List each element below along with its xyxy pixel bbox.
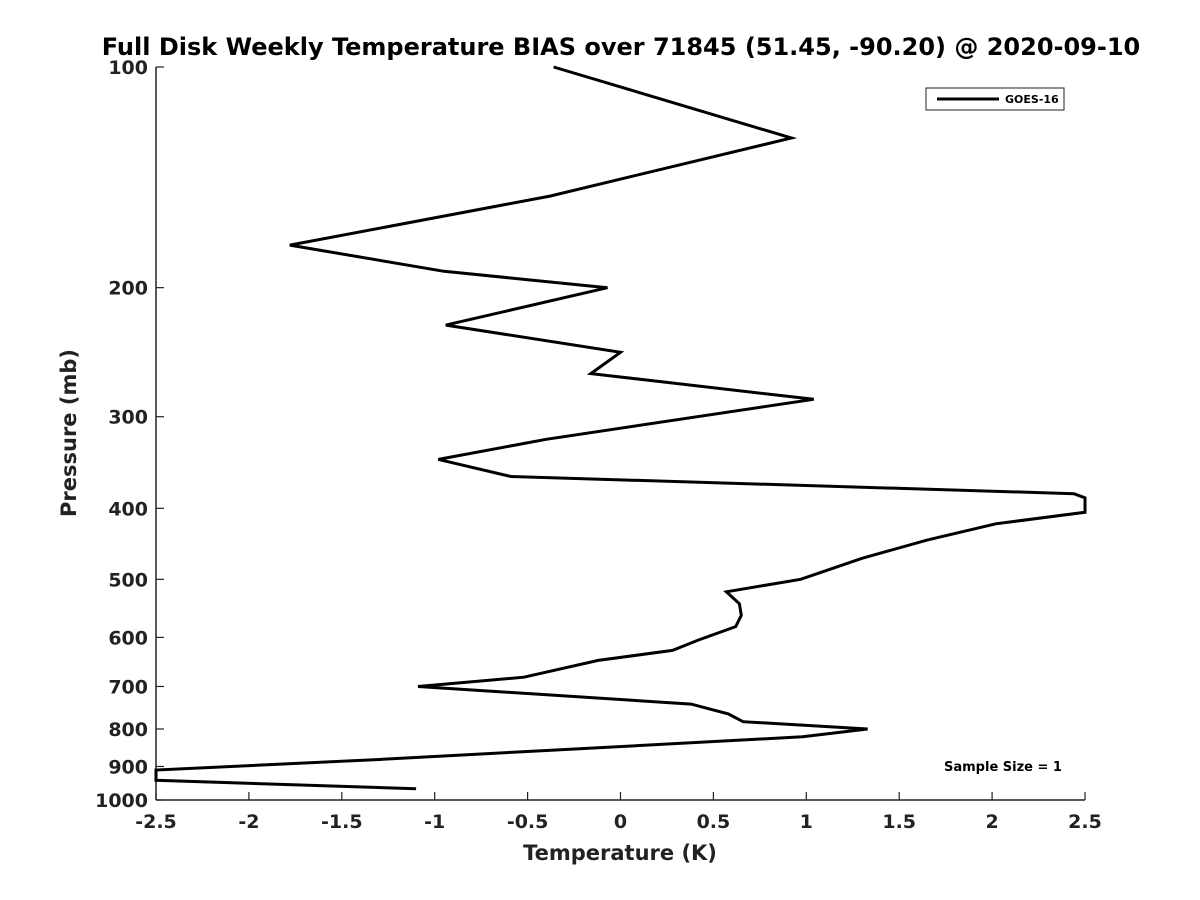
sample-size-annotation: Sample Size = 1	[944, 760, 1062, 775]
legend-label-goes-16: GOES-16	[1005, 93, 1059, 106]
series-layer	[154, 65, 1087, 791]
y-tick-label: 800	[108, 719, 148, 741]
x-tick-label: 2.5	[1068, 811, 1102, 833]
y-tick-label: 500	[108, 569, 148, 591]
x-tick-label: 0	[614, 811, 627, 833]
x-tick-label: -2.5	[135, 811, 177, 833]
x-tick-label: -1	[424, 811, 445, 833]
x-tick-label: -1.5	[321, 811, 363, 833]
y-tick-label: 200	[108, 278, 148, 300]
y-tick-label: 600	[108, 627, 148, 649]
y-ticks: 100 200 300 400 500 600 700 800 900 1000	[95, 57, 164, 812]
y-tick-label: 700	[108, 676, 148, 698]
y-tick-label: 900	[108, 756, 148, 778]
x-tick-label: 0.5	[697, 811, 731, 833]
x-axis-label: Temperature (K)	[523, 841, 717, 865]
y-tick-label: 1000	[95, 790, 148, 812]
chart-title: Full Disk Weekly Temperature BIAS over 7…	[102, 33, 1141, 61]
x-tick-label: 1.5	[882, 811, 916, 833]
x-ticks: -2.5 -2 -1.5 -1 -0.5 0 0.5 1 1.5 2 2.5	[135, 792, 1102, 833]
y-tick-label: 300	[108, 407, 148, 429]
x-tick-label: -0.5	[507, 811, 549, 833]
legend: GOES-16	[925, 87, 1065, 111]
y-axis-label: Pressure (mb)	[57, 349, 81, 517]
x-tick-label: 1	[800, 811, 813, 833]
series-line-goes-16	[154, 65, 1087, 791]
y-tick-label: 100	[108, 57, 148, 79]
x-tick-label: -2	[238, 811, 259, 833]
y-tick-label: 400	[108, 498, 148, 520]
x-tick-label: 2	[985, 811, 998, 833]
